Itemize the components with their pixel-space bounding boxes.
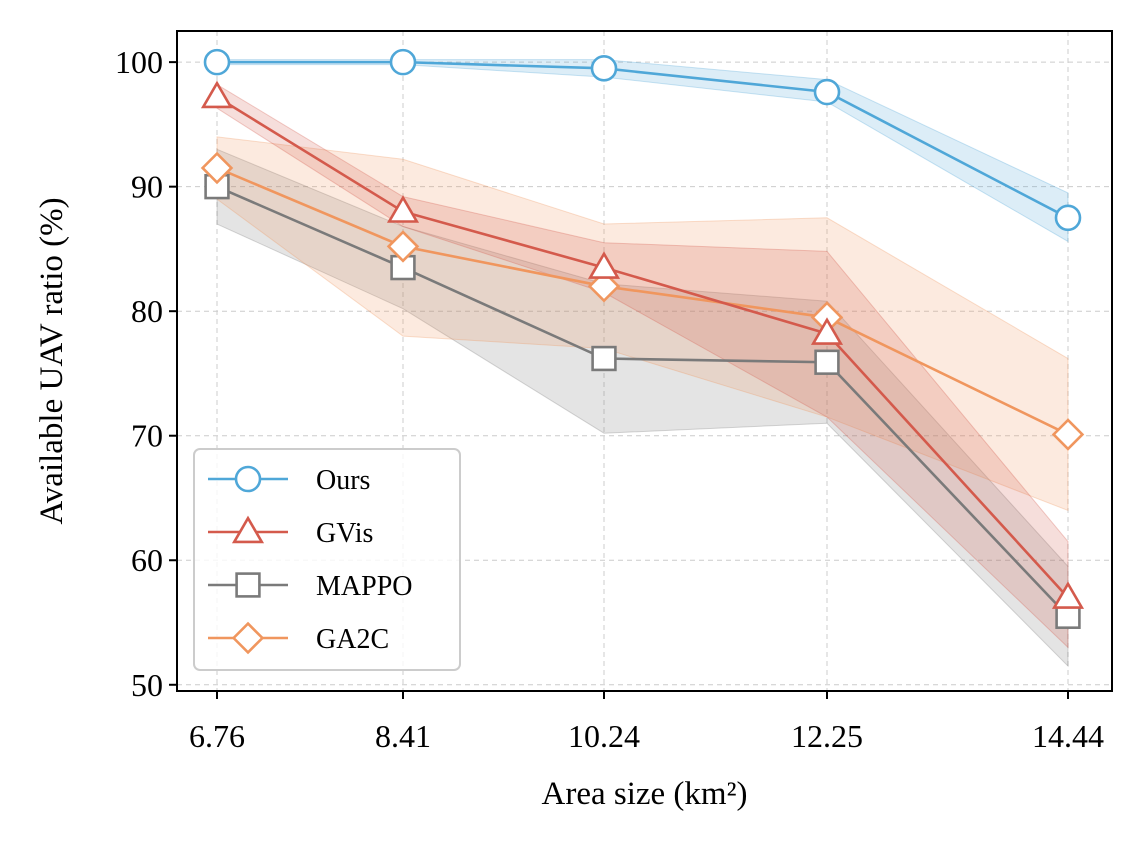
x-tick-label: 14.44 [1032, 718, 1104, 754]
legend-marker [231, 515, 265, 544]
y-tick-label: 80 [131, 293, 163, 329]
y-tick-label: 60 [131, 542, 163, 578]
point-gvis [1051, 581, 1085, 609]
point-ours [203, 48, 231, 76]
x-tick-label: 10.24 [568, 718, 640, 754]
point-ours [389, 48, 417, 76]
point-ours [1054, 204, 1082, 232]
legend-label: MAPPO [316, 571, 412, 602]
y-tick-label: 70 [131, 418, 163, 454]
point-gvis [810, 317, 844, 345]
y-tick-label: 100 [115, 44, 163, 80]
legend-item-gvis: GVis [208, 515, 373, 549]
point-mappo [814, 349, 840, 375]
legend-marker [231, 621, 265, 655]
band-gvis [216, 83, 1069, 649]
series-markers [200, 48, 1085, 629]
legend-marker [234, 465, 262, 493]
x-tick-label: 6.76 [189, 718, 245, 754]
legend-label: Ours [316, 465, 370, 496]
point-ga2c [200, 151, 234, 185]
band-ga2c [216, 136, 1069, 512]
point-ours [813, 78, 841, 106]
legend-item-ours: Ours [208, 465, 370, 496]
x-tick-label: 12.25 [791, 718, 863, 754]
x-axis-label: Area size (km²) [542, 776, 748, 812]
legend-marker [235, 572, 261, 598]
legend-label: GA2C [316, 624, 389, 655]
axis-ticks: 50 60 70 80 90 100 6.76 8.41 10.24 12.25 14.44 [115, 44, 1104, 754]
x-tick-label: 8.41 [375, 718, 431, 754]
plot-frame [176, 30, 1113, 692]
y-tick-label: 50 [131, 667, 163, 703]
legend-item-ga2c: GA2C [208, 621, 389, 655]
point-ga2c [587, 270, 621, 303]
band-ours [216, 59, 1069, 243]
point-ours [590, 55, 618, 82]
legend: Ours GVis MAPPO GA2C [193, 448, 461, 671]
legend-item-mappo: MAPPO [208, 571, 412, 602]
y-axis-label: Available UAV ratio (%) [34, 197, 70, 524]
point-gvis [386, 195, 420, 223]
point-ga2c [386, 230, 420, 263]
point-gvis [200, 80, 234, 109]
legend-label: GVis [316, 518, 373, 549]
y-tick-label: 90 [131, 169, 163, 205]
point-ga2c [1051, 418, 1085, 451]
point-gvis [587, 251, 621, 279]
point-mappo [591, 345, 617, 372]
legend-box [193, 448, 461, 671]
